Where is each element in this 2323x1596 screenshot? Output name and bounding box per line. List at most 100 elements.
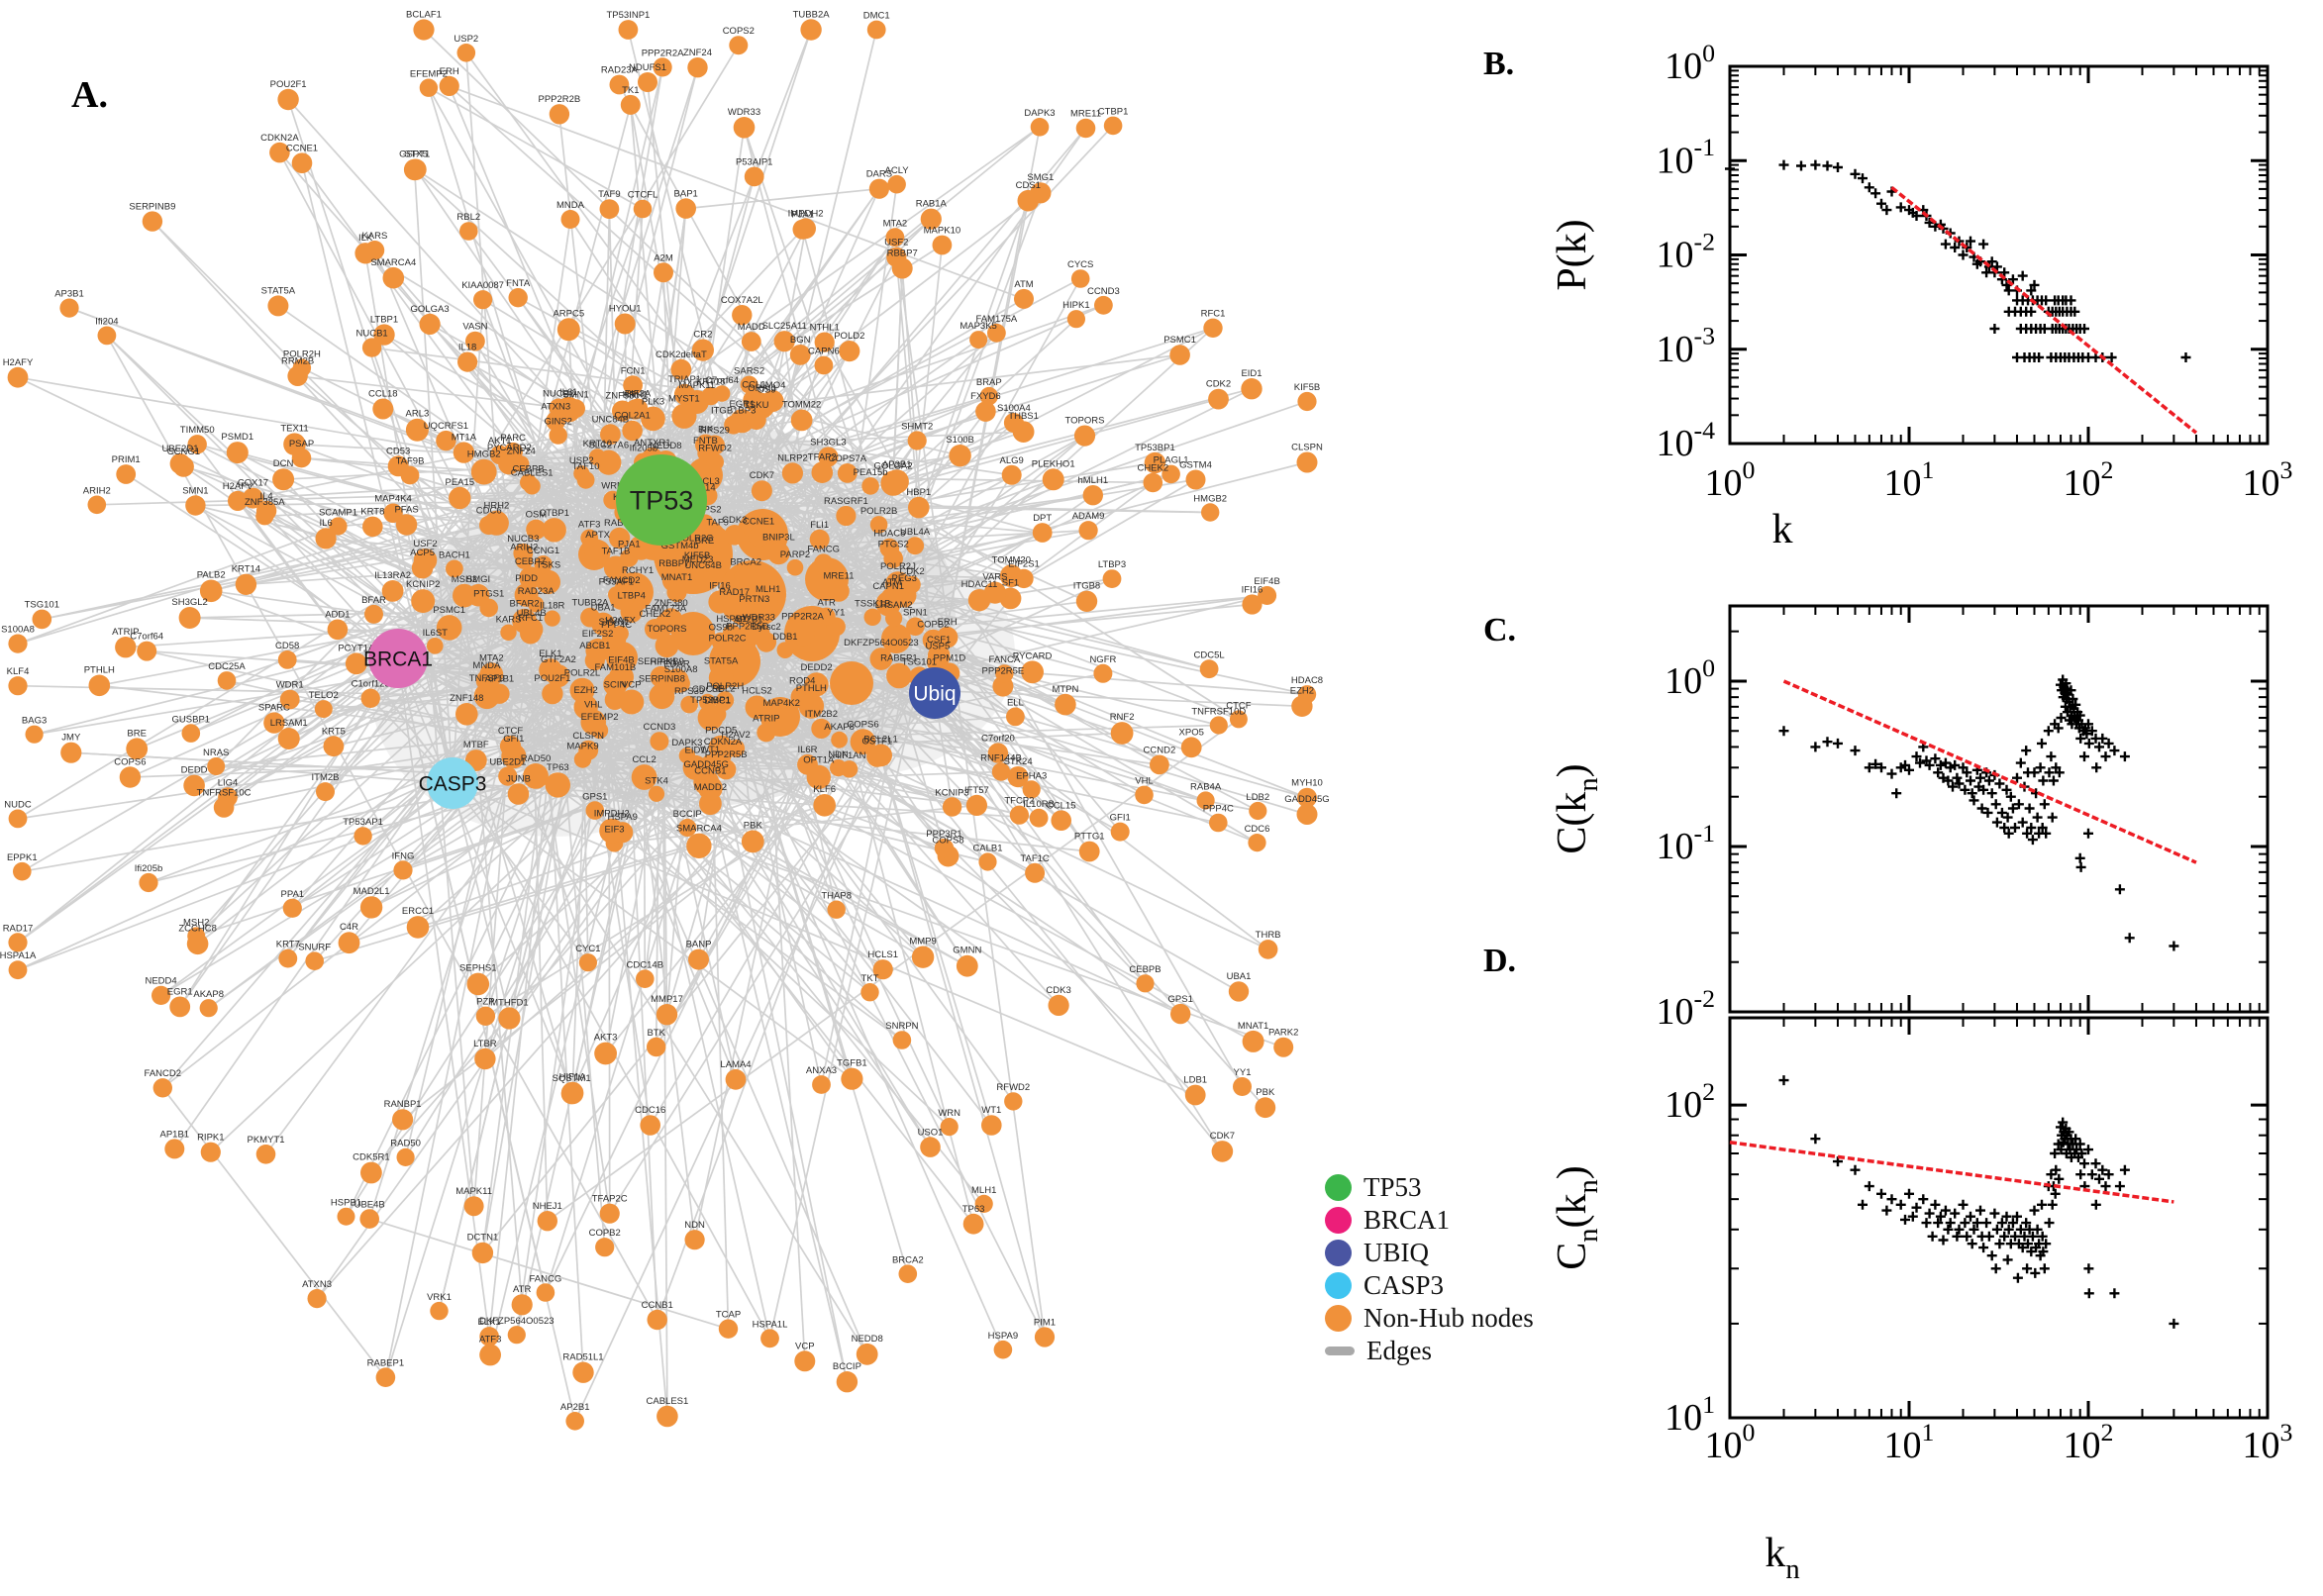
gene-label: TAF1B [601,547,630,557]
gene-label: BCLAF1 [406,9,442,20]
svg-text:10-2​: 10-2​ [1656,227,1715,275]
network-node [585,638,610,663]
gene-label: DAPK3 [671,738,702,748]
y-axis-title: P(k) [1550,219,1595,290]
gene-label: DAPK3 [1024,108,1055,119]
gene-label: PCYT1A [338,643,375,653]
gene-label: BACH1 [439,550,470,561]
network-node [594,1042,617,1065]
network-node [489,683,510,704]
network-node [744,166,764,187]
gene-label: BRCA2 [730,557,761,568]
network-node [419,313,441,335]
gene-label: RAD23A [601,65,639,76]
network-node [745,695,769,720]
gene-label: MTHFD1 [490,997,529,1008]
network-node [169,996,191,1018]
network-node [396,1147,415,1166]
network-node [1003,413,1024,433]
gene-label: SPN1 [903,608,928,619]
gene-label: CCL15 [1047,800,1076,811]
gene-label: KIF5B [1294,382,1320,393]
gene-label: C7orf64 [130,632,163,643]
network-node [565,1412,584,1431]
legend-item-tp53: TP53 [1325,1171,1534,1204]
gene-label: ANXA3 [806,1065,837,1076]
svg-text:101​: 101​ [1884,455,1935,504]
gene-label: PARP2 [780,549,810,560]
gene-label: EID1 [685,746,706,756]
network-node [549,426,567,445]
network-node [263,712,285,734]
network-node [738,624,758,645]
legend-label: CASP3 [1364,1270,1445,1300]
gene-label: CSF1 [927,635,951,646]
network-node [580,607,600,628]
gene-label: CDC6 [1245,824,1270,835]
gene-label: KRT7 [276,940,300,950]
gene-label: EGR1 [167,987,193,998]
network-node [287,365,308,386]
network-node [466,972,490,996]
gene-label: STX5 [404,150,428,160]
gene-label: CD58 [275,641,299,651]
gene-label: PPP2R5E [982,666,1025,677]
network-node [314,700,333,719]
gene-label: UBE2D1 [489,757,526,768]
network-node [706,527,729,549]
gene-label: TP63 [962,1204,985,1215]
gene-label: RFC1 [518,613,543,624]
gene-label: EIF2S1 [1008,559,1040,570]
hub-node-ubiq [909,667,960,719]
gene-label: PEG3 [892,573,917,584]
nonhub-swatch-icon [1325,1305,1352,1332]
network-node [267,295,289,317]
gene-label: NDUFS1 [629,62,666,73]
gene-label: WDR1 [276,680,304,691]
network-node [732,305,753,326]
network-node [115,637,137,658]
gene-label: TAF9B [396,456,425,467]
network-node [856,1343,878,1365]
network-node [814,332,835,352]
network-node [1110,822,1130,842]
network-node [337,1207,355,1226]
network-node [640,1115,660,1136]
network-node [678,748,696,764]
gene-label: HBP1 [906,487,931,498]
network-node [279,689,300,710]
gene-label: ELK1 [477,1317,500,1328]
gene-label: FAM173A [646,603,687,614]
gene-label: SLC25A11 [762,321,807,332]
gene-label: ZCCHC8 [178,924,217,935]
gene-label: MRE11 [824,570,855,581]
gene-label: ATR [513,1284,531,1295]
network-node [479,662,504,687]
gene-label: USF2 [884,238,908,249]
network-node [1199,659,1219,679]
gene-label: IL10RB [1023,799,1055,810]
network-node [869,648,893,670]
network-node [528,596,545,613]
network-node [243,487,263,509]
gene-label: HCLS2 [742,686,772,697]
network-node [360,1161,382,1184]
network-node [648,785,665,802]
gene-label: FANCD2 [145,1068,181,1079]
network-node [97,326,117,346]
network-nodes [7,19,1318,1431]
gene-label: FLI1 [810,520,829,531]
gene-label: TNFRSF10D [1191,707,1246,718]
network-node [199,579,223,603]
gene-label: CDKN2A [704,737,743,748]
gene-label: LAMA4 [720,1059,751,1070]
network-node [633,199,653,219]
gene-label: TK1 [622,85,639,96]
gene-label: CCL18 [368,389,398,400]
network-node [898,1264,918,1283]
network-node [686,833,712,858]
gene-label: PTHLH [796,683,827,694]
network-node [969,331,988,349]
gene-label: ZNF580 [605,391,639,402]
network-node [776,642,794,658]
